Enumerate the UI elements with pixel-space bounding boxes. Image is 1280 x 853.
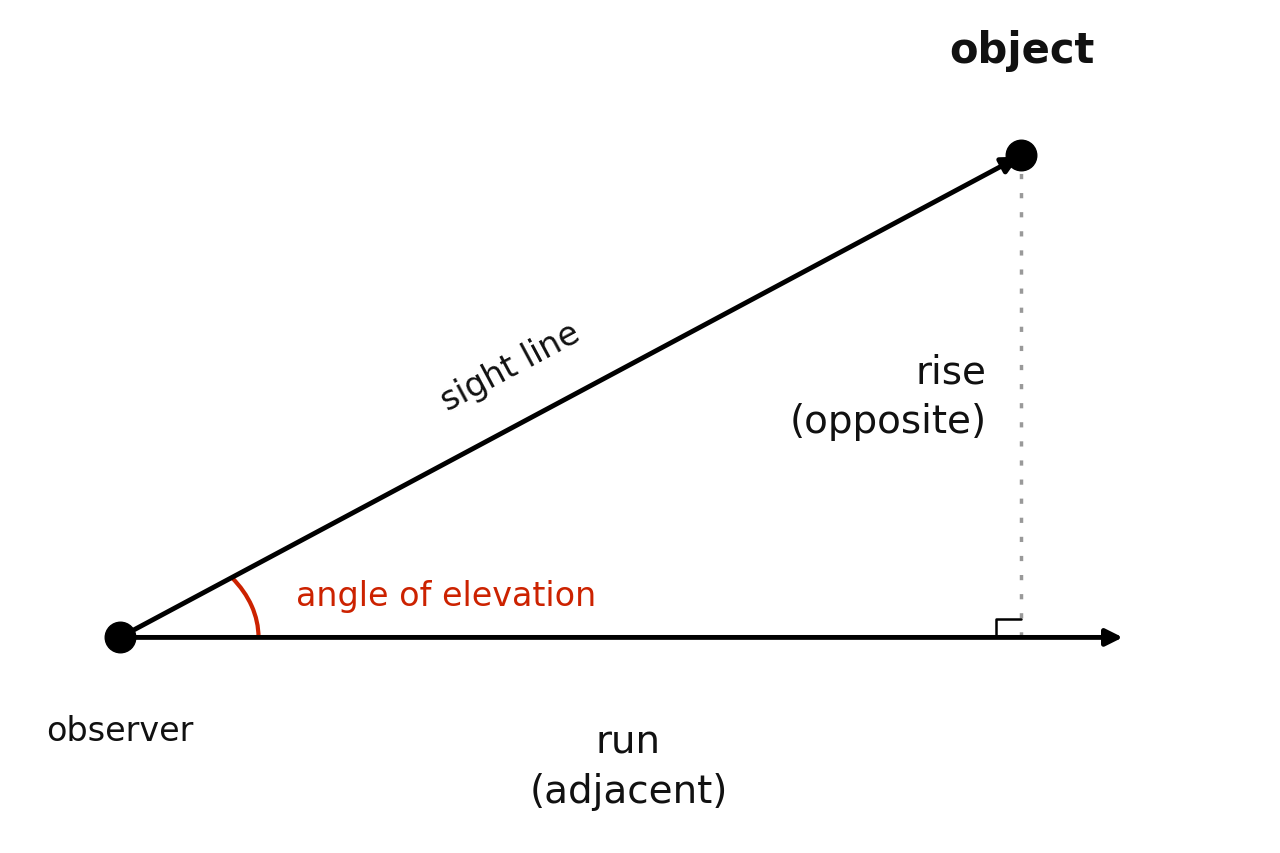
Text: sight line: sight line — [435, 316, 585, 417]
Text: observer: observer — [46, 714, 193, 746]
Text: rise
(opposite): rise (opposite) — [790, 353, 987, 441]
Text: object: object — [948, 30, 1094, 72]
Text: angle of elevation: angle of elevation — [296, 579, 596, 612]
Text: run
(adjacent): run (adjacent) — [529, 722, 727, 810]
